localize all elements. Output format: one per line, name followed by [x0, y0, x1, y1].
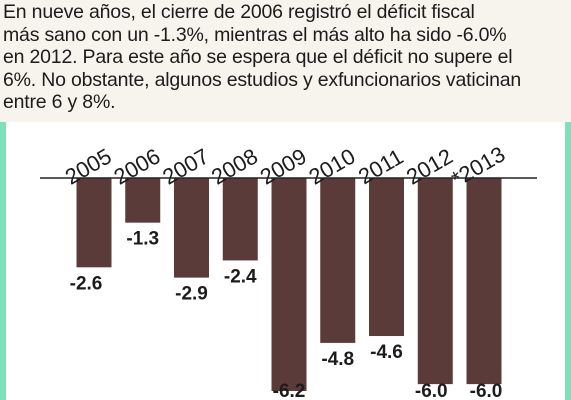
value-label: -1.3	[126, 229, 159, 250]
value-label: -6.0	[415, 381, 448, 400]
value-label: -6.2	[273, 381, 306, 400]
value-label: -2.6	[70, 273, 103, 294]
bar-2009	[271, 178, 307, 391]
bar-2010	[320, 178, 356, 343]
bar-2005	[76, 178, 112, 268]
chart-frame-right	[565, 122, 571, 400]
bar-2013	[466, 178, 502, 385]
bar-2007	[174, 178, 209, 278]
value-label: -2.4	[224, 266, 257, 287]
value-label: -6.0	[470, 381, 503, 400]
value-label: -4.6	[370, 342, 403, 363]
value-label: -4.8	[321, 349, 354, 370]
deficit-bar-chart: 2005-2.62006-1.32007-2.92008-2.42009-6.2…	[40, 141, 537, 400]
value-label: -2.9	[175, 284, 208, 305]
bar-2006	[125, 178, 161, 223]
intro-paragraph: En nueve años, el cierre de 2006 registr…	[3, 1, 522, 113]
chart-frame-left	[0, 122, 6, 400]
bar-2011	[369, 178, 404, 337]
bar-2012	[417, 178, 453, 385]
bar-2008	[222, 178, 258, 261]
